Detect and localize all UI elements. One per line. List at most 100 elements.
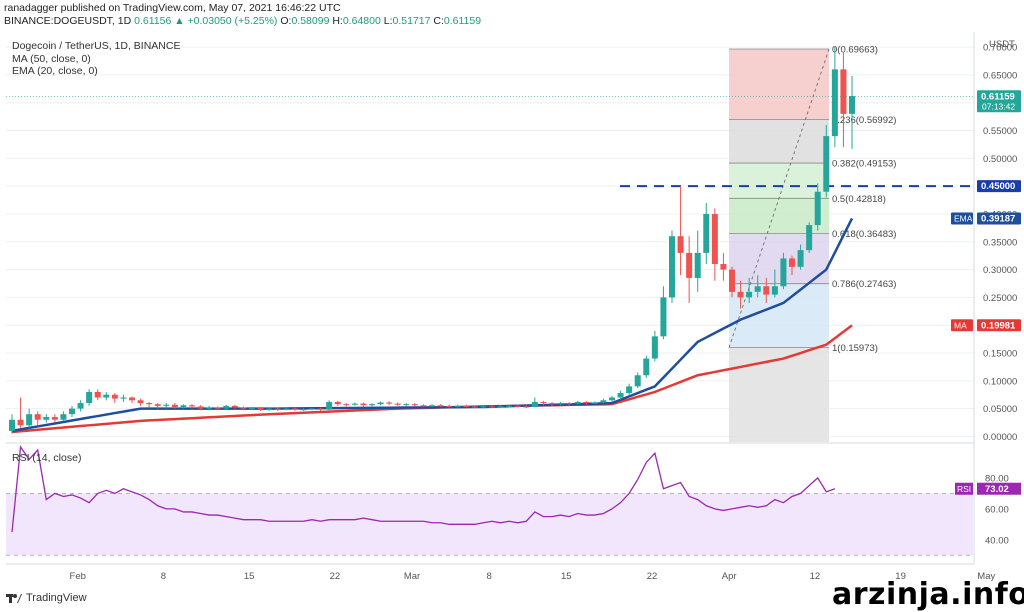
candle bbox=[694, 230, 701, 292]
candle bbox=[403, 403, 410, 406]
candle-body bbox=[720, 264, 727, 270]
candle-body bbox=[763, 286, 770, 295]
candle-body bbox=[497, 406, 504, 408]
candle-body bbox=[823, 136, 830, 192]
candle bbox=[729, 266, 735, 298]
candle bbox=[514, 404, 521, 408]
ohlc-item: O:0.58099 bbox=[277, 15, 330, 27]
tradingview-logo[interactable]: TradingView bbox=[6, 592, 87, 604]
chart-panel[interactable]: 0(0.69663) 0.236(0.56992) 0.382(0.49153) 0.… bbox=[0, 30, 1024, 586]
price-tick-label: 0.55000 bbox=[983, 126, 1017, 137]
fib-zone bbox=[729, 163, 829, 199]
candle-body bbox=[231, 405, 238, 408]
candle-body bbox=[669, 236, 675, 298]
time-tick-label: 12 bbox=[810, 571, 821, 582]
candle bbox=[840, 52, 847, 148]
candle-body bbox=[69, 408, 75, 415]
candle-body bbox=[420, 405, 427, 407]
ema-price-tag bbox=[977, 212, 1021, 225]
candle bbox=[60, 411, 67, 421]
candle-body bbox=[103, 394, 110, 398]
candle-body bbox=[360, 403, 367, 406]
candle bbox=[420, 404, 427, 407]
candle-body bbox=[206, 407, 213, 409]
candle-body bbox=[643, 358, 650, 376]
candle-body bbox=[326, 401, 333, 410]
candle-body bbox=[849, 96, 855, 114]
candle bbox=[814, 183, 821, 231]
candle-body bbox=[463, 405, 470, 407]
candle bbox=[411, 403, 418, 407]
candle bbox=[77, 400, 84, 412]
last-price-tag bbox=[977, 90, 1021, 113]
candle bbox=[651, 330, 658, 362]
time-tick-label: 8 bbox=[161, 571, 166, 582]
candle-body bbox=[249, 408, 255, 410]
candle-body bbox=[523, 406, 530, 408]
candle bbox=[471, 405, 478, 409]
candle bbox=[626, 383, 633, 396]
fib-zone bbox=[729, 233, 829, 284]
candle bbox=[69, 405, 75, 417]
price-tick-label: 0.00000 bbox=[983, 432, 1017, 443]
candle-body bbox=[334, 401, 341, 405]
rsi-line bbox=[11, 445, 836, 533]
rsi-tick-label: 40.00 bbox=[985, 535, 1009, 546]
level-price-value: 0.45000 bbox=[981, 181, 1015, 192]
candle-body bbox=[394, 403, 401, 405]
candle-body bbox=[771, 286, 778, 295]
candle bbox=[377, 401, 384, 406]
candle-body bbox=[343, 404, 350, 406]
ohlc-item: C:0.61159 bbox=[430, 15, 482, 27]
candle bbox=[111, 393, 118, 404]
candle bbox=[343, 403, 350, 407]
candle-body bbox=[291, 408, 298, 410]
candle-body bbox=[403, 404, 410, 406]
candle bbox=[437, 404, 444, 407]
candle-body bbox=[369, 404, 375, 406]
candle bbox=[309, 407, 315, 411]
candle-body bbox=[617, 393, 624, 398]
candle-body bbox=[386, 402, 393, 404]
ma-price-tag bbox=[977, 319, 1021, 332]
time-tick-label: 8 bbox=[486, 571, 491, 582]
ema-price-value: 0.39187 bbox=[981, 213, 1015, 224]
rsi-band bbox=[6, 493, 974, 556]
candle bbox=[771, 269, 778, 298]
candle-body bbox=[77, 403, 84, 409]
candle-body bbox=[840, 69, 847, 114]
price-tick-label: 0.35000 bbox=[983, 237, 1017, 248]
candle bbox=[660, 286, 667, 340]
candle-body bbox=[146, 403, 153, 405]
fib-label: 0.382(0.49153) bbox=[832, 159, 896, 170]
candle-body bbox=[154, 404, 161, 406]
candle-body bbox=[9, 419, 15, 431]
candle-body bbox=[94, 391, 101, 398]
candle-body bbox=[111, 394, 118, 399]
fib-label: 0(0.69663) bbox=[832, 44, 878, 55]
candle-body bbox=[197, 406, 204, 409]
candle bbox=[249, 406, 255, 411]
ema-tag-box bbox=[951, 212, 973, 225]
rsi-value-label: 73.02 bbox=[985, 484, 1009, 495]
candle-body bbox=[446, 405, 453, 407]
candle-body bbox=[429, 405, 435, 407]
candle-body bbox=[583, 401, 590, 404]
candle bbox=[823, 124, 830, 198]
candle-body bbox=[737, 291, 744, 298]
candle bbox=[26, 408, 33, 429]
candle bbox=[686, 236, 693, 303]
candle-body bbox=[600, 400, 607, 403]
candle bbox=[609, 395, 615, 402]
fib-zone bbox=[729, 198, 829, 234]
candle bbox=[463, 404, 470, 408]
candle bbox=[223, 404, 230, 410]
candle bbox=[566, 401, 573, 406]
price-tick-label: 0.15000 bbox=[983, 349, 1017, 360]
candle-body bbox=[129, 397, 135, 401]
ma-legend: MA (50, close, 0) bbox=[12, 52, 91, 65]
candle bbox=[677, 186, 684, 276]
candle bbox=[291, 407, 298, 411]
tradingview-icon bbox=[6, 594, 22, 603]
candle-body bbox=[703, 213, 710, 253]
